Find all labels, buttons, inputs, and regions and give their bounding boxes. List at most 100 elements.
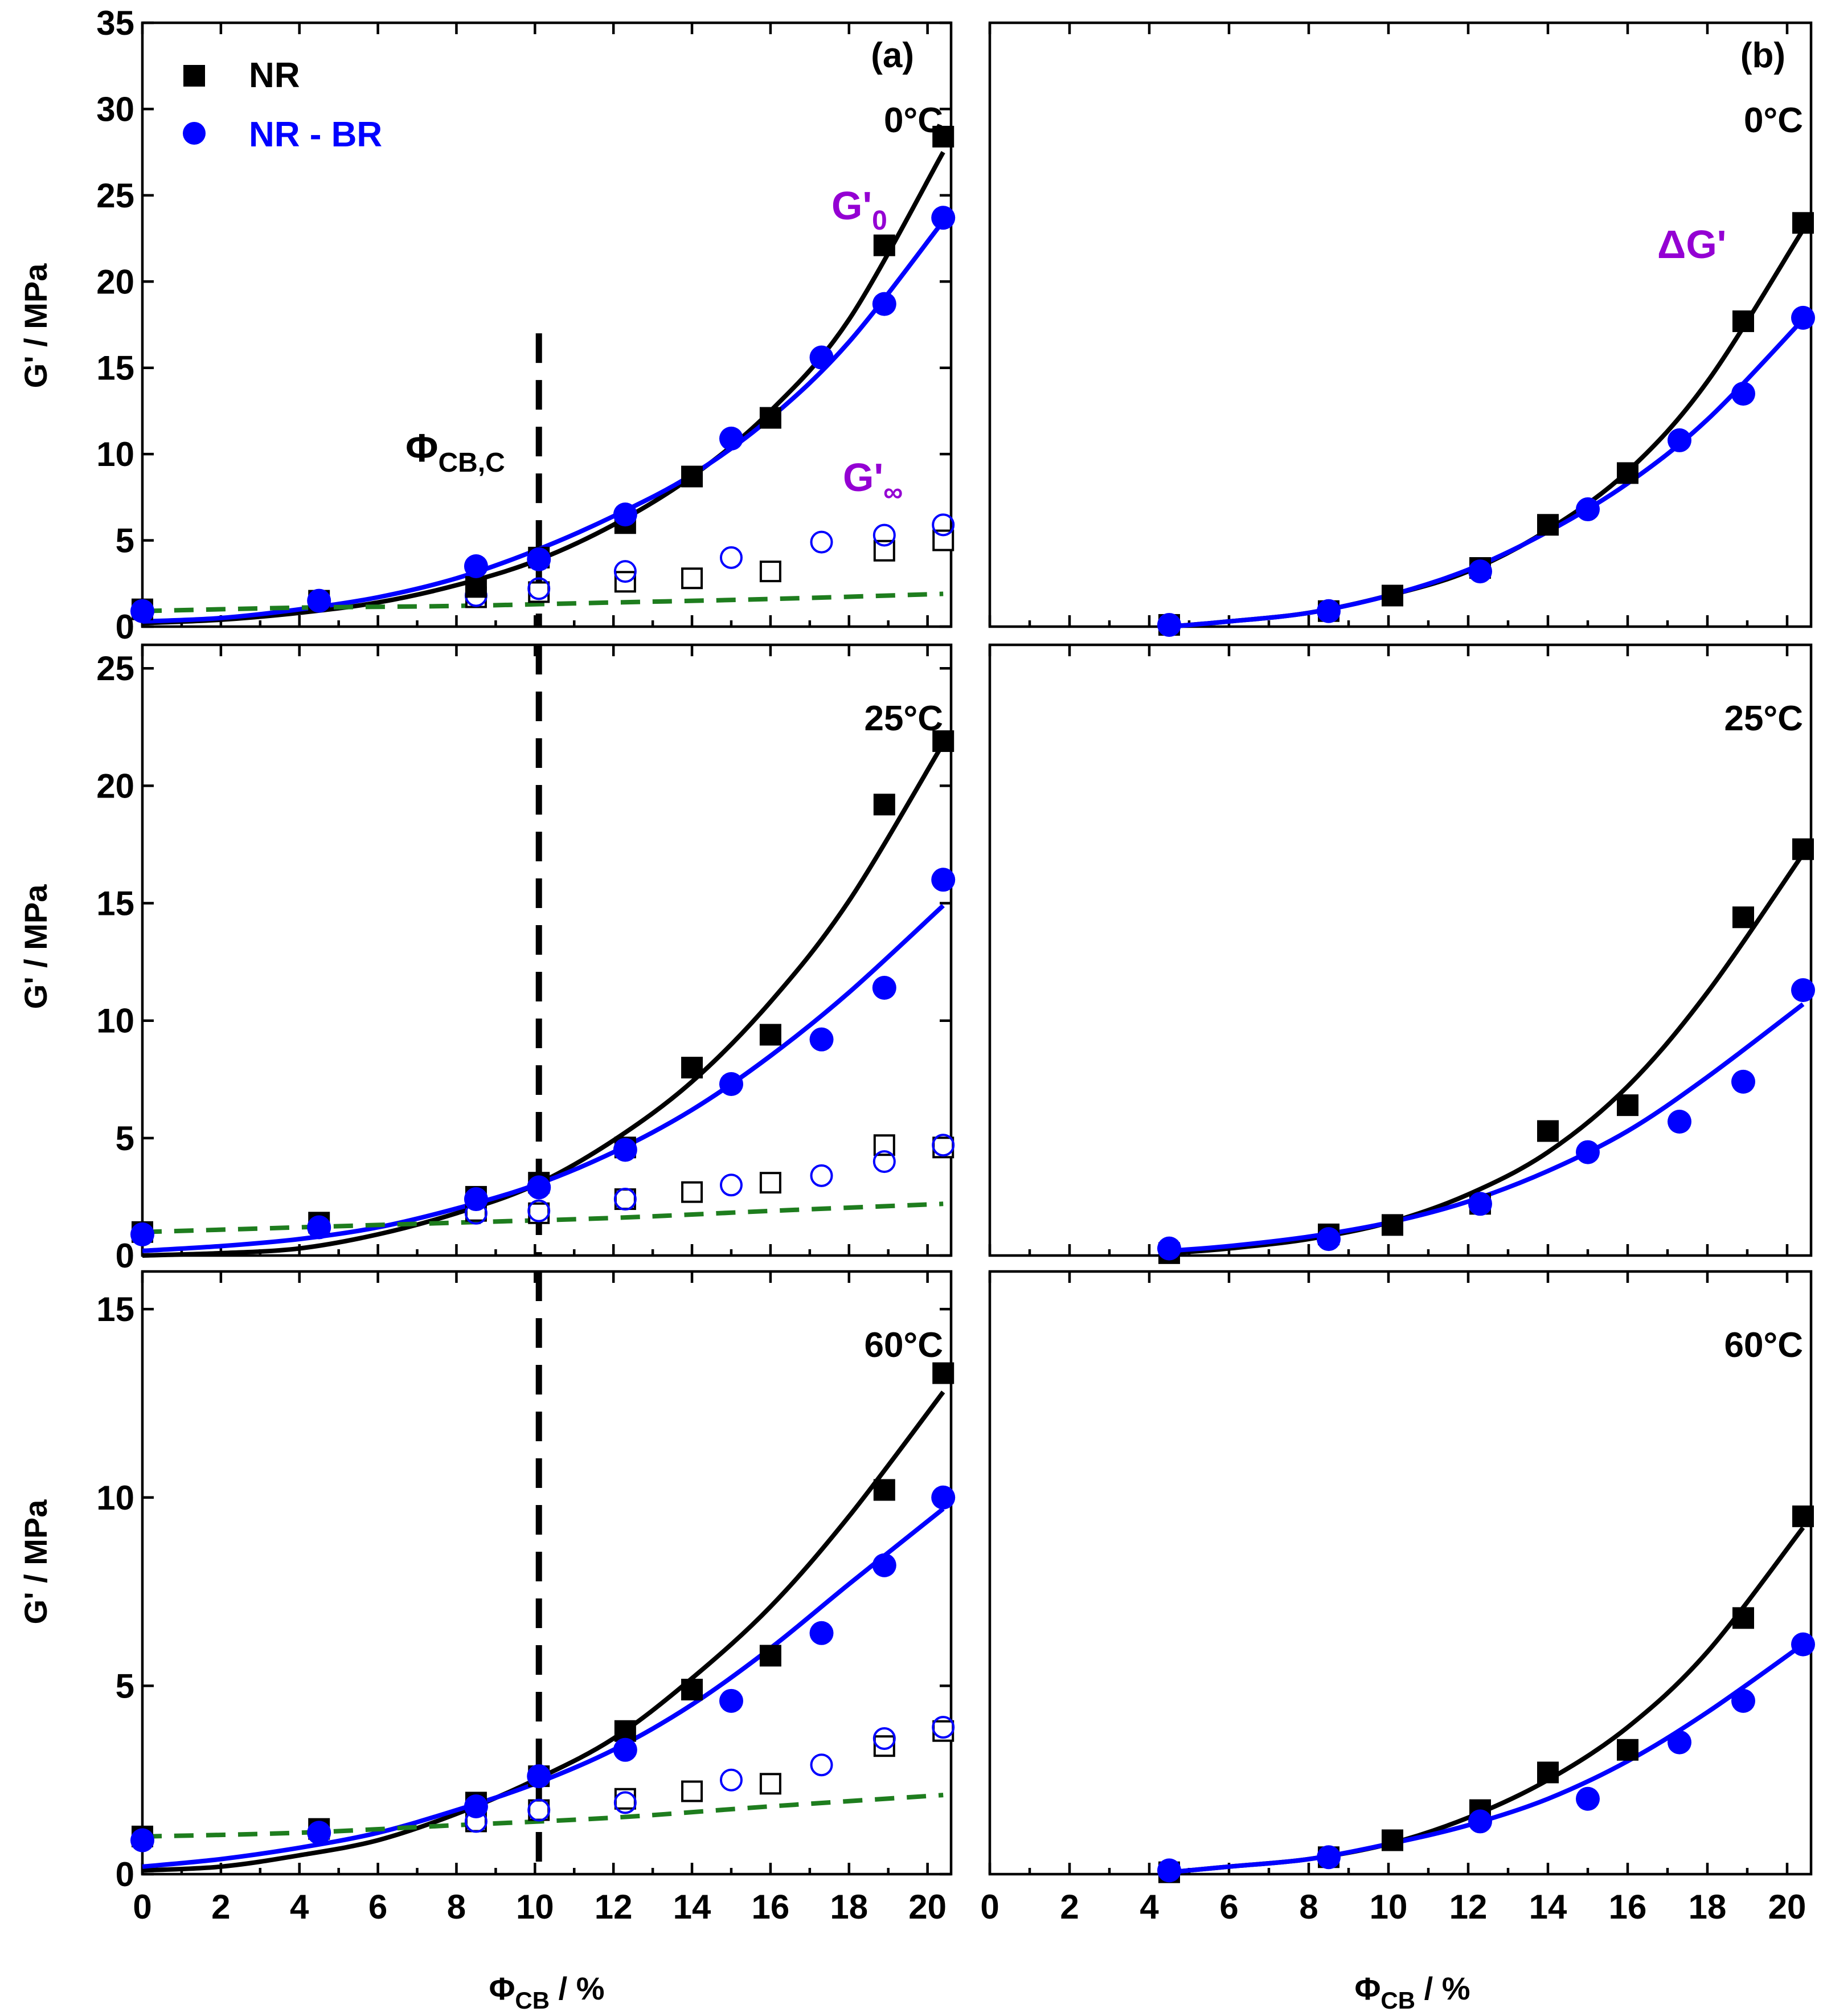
legend: NR NR - BR <box>183 56 382 154</box>
nrbr-g0-point <box>719 1688 743 1713</box>
panel-a-60C: 0 2 4 6 8 10 12 14 16 18 20 0 5 10 15 60°C <box>96 1270 956 1926</box>
y-tick-label: 10 <box>96 1479 134 1517</box>
nrbr-g-point <box>1576 497 1600 522</box>
x-tick-label: 6 <box>1219 1888 1238 1926</box>
nrbr-g0-point <box>613 502 637 527</box>
x-axis-title-a-rest: / % <box>550 1970 604 2006</box>
nrbr-g-point <box>1791 978 1815 1003</box>
ginf-annotation: G'∞ <box>843 455 903 508</box>
y-tick-label: 0 <box>116 1855 134 1894</box>
nr-g0-point <box>681 1678 703 1700</box>
g0-annotation-sub: 0 <box>872 206 887 236</box>
x-tick-label: 6 <box>368 1888 387 1926</box>
nrbr-g0-point <box>931 868 956 892</box>
y-tick-label: 20 <box>96 767 134 805</box>
y-tick-label: 5 <box>116 1667 134 1705</box>
nrbr-ginf-point <box>872 1727 896 1750</box>
nrbr-ginf-point <box>932 1134 955 1157</box>
y-tick-label: 20 <box>96 263 134 301</box>
ginf-annotation-sub: ∞ <box>883 477 903 508</box>
x-tick-label: 10 <box>516 1888 554 1926</box>
nrbr-g0-point <box>130 1222 154 1246</box>
nrbr-g0-point <box>872 975 896 1000</box>
nr-g-point <box>1617 1094 1638 1117</box>
x-tick-label: 20 <box>908 1888 947 1926</box>
x-tick-label: 0 <box>133 1888 151 1926</box>
nr-g-point <box>1382 1214 1403 1236</box>
phi-c-annotation-sub: CB,C <box>438 448 505 478</box>
x-axis-title-b-rest: / % <box>1415 1970 1470 2006</box>
y-axis-title-top: G' / MPa <box>18 263 54 389</box>
nrbr-g-point <box>1157 1236 1181 1261</box>
nrbr-ginf-point <box>527 577 551 600</box>
nr-fit-curve <box>1169 852 1805 1256</box>
nrbr-g0-point <box>719 426 743 451</box>
nr-ginf-point <box>681 1780 703 1802</box>
nrbr-g0-point <box>809 345 834 370</box>
plot-frame <box>141 21 953 628</box>
nrbr-g0-point <box>613 1737 637 1762</box>
nr-g0-point <box>932 1362 954 1384</box>
legend-marker-nr <box>183 65 205 87</box>
y-axis-title-bottom: G' / MPa <box>18 1499 54 1625</box>
nr-fit-curve <box>142 1391 945 1873</box>
nrbr-g-point <box>1468 1192 1492 1216</box>
nrbr-g0-point <box>872 292 896 316</box>
nr-g-point <box>1617 462 1638 484</box>
y-tick-label: 10 <box>96 435 134 473</box>
nrbr-g0-point <box>130 1828 154 1853</box>
x-axis-title-a-main: Φ <box>489 1970 515 2006</box>
x-axis-title-b: ΦCB / % <box>1354 1970 1470 2014</box>
nr-g-point <box>1537 1761 1559 1784</box>
nrbr-ginf-point <box>613 560 637 583</box>
nr-g-point <box>1792 838 1814 860</box>
nrbr-g0-point <box>931 206 956 230</box>
nrbr-g-point <box>1317 1227 1341 1252</box>
panel-label-b: (b) <box>1740 36 1785 75</box>
temperature-label: 25°C <box>864 699 943 738</box>
nr-fit-curve <box>142 742 945 1258</box>
nrbr-g-point <box>1731 382 1755 406</box>
y-tick-label: 35 <box>96 4 134 42</box>
nrbr-fit-curve <box>142 903 945 1253</box>
y-tick-label: 25 <box>96 649 134 688</box>
nr-g0-point <box>932 125 954 148</box>
nr-g0-point <box>465 576 487 598</box>
nrbr-g0-point <box>464 1794 488 1818</box>
x-tick-label: 20 <box>1768 1888 1806 1926</box>
delta-g-annotation: ΔG' <box>1657 222 1726 267</box>
panel-a-25C: 0 5 10 15 20 25 25°C <box>96 643 956 1275</box>
x-tick-label: 8 <box>1299 1888 1318 1926</box>
nrbr-ginf-point <box>613 1188 637 1211</box>
nrbr-ginf-point <box>719 546 743 569</box>
nr-ginf-point <box>614 571 636 593</box>
y-tick-label: 0 <box>116 1237 134 1275</box>
plot-frame <box>988 1270 1813 1876</box>
nrbr-g0-point <box>307 1821 331 1845</box>
nrbr-g-point <box>1576 1140 1600 1164</box>
plot-frame <box>141 643 953 1257</box>
nrbr-g-point <box>1731 1069 1755 1094</box>
temperature-label: 25°C <box>1724 699 1803 738</box>
x-tick-label: 2 <box>211 1888 230 1926</box>
x-tick-label: 4 <box>1140 1888 1159 1926</box>
x-tick-label: 10 <box>1370 1888 1408 1926</box>
nrbr-g-point <box>1157 612 1181 637</box>
legend-label-nrbr: NR - BR <box>249 115 382 154</box>
nr-ginf-point <box>681 1181 703 1203</box>
nrbr-g0-point <box>130 599 154 623</box>
nrbr-ginf-point <box>872 524 896 547</box>
nrbr-g-point <box>1791 305 1815 330</box>
nr-ginf-point <box>759 1773 781 1795</box>
nr-g0-point <box>873 234 895 256</box>
x-axis-title-a: ΦCB / % <box>489 1970 604 2014</box>
nrbr-ginf-point <box>719 1173 743 1197</box>
temperature-label: 0°C <box>1744 101 1803 140</box>
ginf-annotation-main: G' <box>843 455 883 500</box>
x-tick-label: 12 <box>595 1888 633 1926</box>
nr-g-point <box>1537 1120 1559 1142</box>
x-axis-title-a-sub: CB <box>515 1987 550 2014</box>
